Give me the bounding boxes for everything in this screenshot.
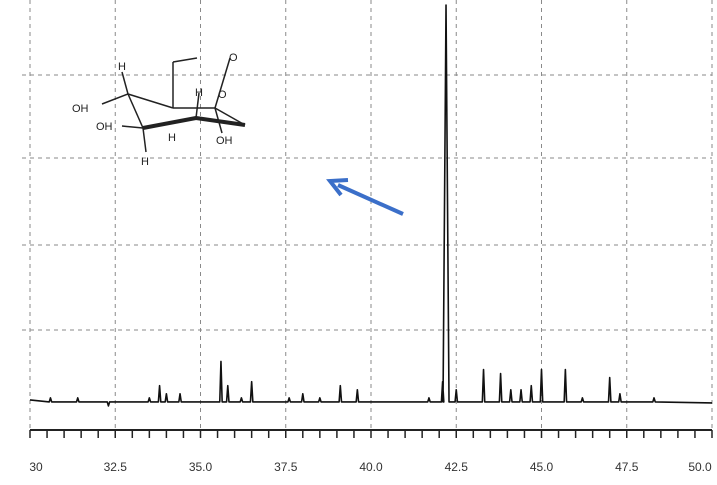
molecule-label: O bbox=[229, 52, 238, 64]
molecule-bond bbox=[127, 93, 174, 109]
molecule-bond bbox=[127, 93, 144, 129]
molecule-label: H bbox=[141, 156, 149, 168]
molecule-label: O bbox=[218, 89, 227, 101]
molecule-bond bbox=[172, 57, 198, 63]
molecule-bond-bold bbox=[195, 116, 246, 127]
molecule-structure: OH OH OH H H H H O O bbox=[72, 52, 246, 168]
x-tick-label: 47.5 bbox=[615, 460, 639, 474]
annotation-arrow bbox=[326, 178, 404, 216]
spectrum-trace bbox=[29, 4, 713, 407]
molecule-bond bbox=[101, 93, 129, 105]
x-tick-label: 42.5 bbox=[445, 460, 469, 474]
x-tick-label: 35.0 bbox=[189, 460, 213, 474]
molecule-label: H bbox=[118, 61, 126, 73]
molecule-bond bbox=[214, 57, 231, 109]
x-tick-label: 40.0 bbox=[359, 460, 383, 474]
molecule-bond bbox=[214, 107, 223, 134]
arrow-head bbox=[326, 178, 349, 197]
x-axis-ticks: 30 32.5 35.0 37.5 40.0 42.5 45.0 47.5 50.0 bbox=[29, 430, 713, 474]
molecule-bond bbox=[142, 127, 147, 153]
x-tick-label: 37.5 bbox=[274, 460, 298, 474]
x-tick-label: 45.0 bbox=[530, 460, 554, 474]
molecule-bond bbox=[214, 107, 246, 126]
molecule-label: H bbox=[195, 87, 203, 99]
molecule-bond bbox=[121, 125, 144, 129]
x-tick-label: 30 bbox=[29, 460, 43, 474]
molecule-label: OH bbox=[72, 103, 89, 115]
x-tick-label: 50.0 bbox=[688, 460, 712, 474]
arrow-shaft bbox=[337, 183, 404, 216]
x-tick-label: 32.5 bbox=[104, 460, 128, 474]
molecule-label: OH bbox=[96, 121, 113, 133]
molecule-label: H bbox=[168, 132, 176, 144]
molecule-bond bbox=[195, 92, 200, 119]
molecule-bond-bold bbox=[142, 116, 197, 130]
molecule-label: OH bbox=[216, 135, 233, 147]
grid-lines bbox=[22, 0, 713, 430]
molecule-bond bbox=[121, 71, 129, 95]
